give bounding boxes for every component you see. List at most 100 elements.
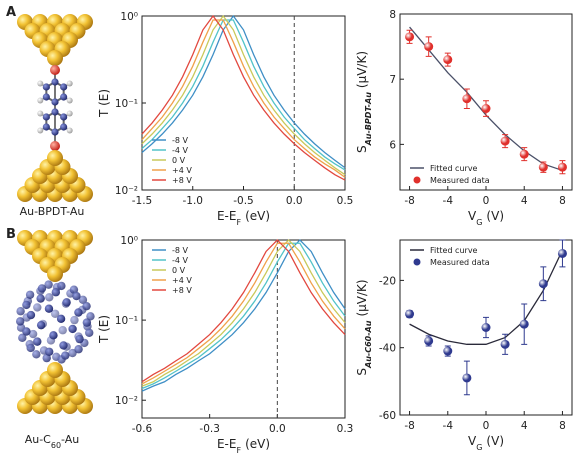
s-atom	[50, 65, 60, 75]
data-point	[462, 94, 472, 104]
data-point	[519, 319, 529, 329]
label-sub: Au-C60-Au	[364, 320, 373, 369]
c-atom	[42, 113, 50, 121]
c-atom	[60, 93, 68, 101]
y-axis-label: SAu-BPDT-Au (μV/K)	[355, 51, 373, 153]
legend-swatch	[413, 176, 421, 184]
y-tick-label: -60	[379, 410, 396, 422]
y-tick-label: -20	[379, 275, 396, 287]
x-tick-label: 4	[521, 420, 528, 432]
data-point	[557, 248, 567, 258]
gold-atom	[47, 362, 63, 378]
x-tick-label: 4	[521, 195, 528, 207]
x-tick-label: -1.0	[183, 195, 204, 207]
y-axis-label: T (E)	[97, 315, 111, 344]
c-atom	[50, 309, 60, 318]
c-atom	[51, 128, 59, 136]
c-atom	[26, 343, 35, 353]
panel-label: A	[6, 5, 16, 20]
x-tick-label: -0.5	[233, 195, 254, 207]
x-axis-label: E-EF (eV)	[217, 209, 270, 227]
c-atom	[37, 284, 47, 293]
label-sub: 60	[51, 441, 61, 450]
x-tick-label: -0.3	[199, 423, 220, 435]
c-atom	[82, 301, 91, 311]
label-unit: (V)	[486, 209, 504, 223]
legend-label: -8 V	[172, 136, 189, 145]
c-atom	[33, 337, 42, 346]
c-atom	[75, 334, 84, 344]
c-atom	[56, 314, 66, 324]
data-point	[481, 104, 491, 114]
data-point	[462, 373, 472, 383]
c-atom	[33, 303, 42, 312]
c-atom	[36, 294, 45, 303]
c-atom	[22, 300, 31, 310]
label-unit: (V)	[486, 434, 504, 448]
c-atom	[74, 308, 83, 317]
c-atom	[36, 320, 46, 330]
legend-label: +4 V	[172, 276, 192, 285]
c-atom	[82, 318, 92, 327]
c-atom	[22, 327, 31, 336]
c-atom	[44, 304, 54, 313]
label-unit: (μV/K)	[355, 279, 369, 316]
label-sub: G	[476, 218, 482, 227]
label-sub: F	[236, 446, 241, 455]
label-sub: G	[476, 443, 482, 452]
molecule-label: Au-BPDT-Au	[20, 205, 85, 218]
y-tick-label: 10⁻²	[115, 395, 138, 407]
legend-label: +8 V	[172, 286, 192, 295]
c-atom	[59, 341, 68, 350]
legend-label: Fitted curve	[430, 246, 478, 255]
c-atom	[60, 113, 68, 121]
x-axis-label: E-EF (eV)	[217, 437, 270, 455]
series-line	[141, 19, 346, 178]
data-point	[500, 136, 510, 146]
label-part: V	[468, 434, 477, 448]
c-atom	[45, 293, 54, 302]
y-axis-label: SAu-C60-Au (μV/K)	[355, 279, 373, 375]
data-point	[500, 339, 510, 349]
c-atom	[25, 290, 35, 299]
x-tick-label: 0.3	[337, 423, 354, 435]
x-axis-label: VG (V)	[468, 209, 504, 227]
data-point	[405, 32, 415, 42]
c-atom	[61, 351, 70, 360]
c-atom	[85, 328, 94, 337]
series-line	[141, 14, 346, 181]
legend-label: Measured data	[430, 258, 490, 267]
c-atom	[57, 281, 66, 291]
y-tick-label: 10⁻²	[115, 185, 138, 197]
series-line	[141, 239, 346, 387]
c-atom	[68, 348, 77, 358]
c-atom	[60, 123, 68, 131]
series-line	[141, 14, 346, 169]
x-tick-label: -4	[443, 420, 454, 432]
h-atom	[66, 97, 73, 104]
c-atom	[74, 345, 83, 354]
molecule-drawings	[15, 14, 95, 414]
data-point	[481, 323, 491, 332]
legend-label: -8 V	[172, 246, 189, 255]
data-point	[443, 55, 453, 65]
legend-label: Fitted curve	[430, 164, 478, 173]
c-atom	[42, 123, 50, 131]
panel-label: B	[6, 227, 16, 242]
data-point	[443, 346, 453, 356]
c-atom	[42, 353, 51, 363]
label-unit: (eV)	[245, 209, 270, 223]
h-atom	[37, 80, 44, 87]
c-atom	[68, 324, 77, 334]
h-atom	[66, 110, 73, 117]
c-atom	[62, 298, 71, 307]
x-tick-label: 8	[559, 195, 566, 207]
molecule-label: Au-C60-Au	[25, 433, 80, 450]
series-line	[141, 242, 346, 385]
c-atom	[86, 312, 95, 321]
label-part: E-E	[217, 209, 237, 223]
data-point	[424, 336, 434, 346]
data-point	[424, 42, 434, 52]
legend-label: +4 V	[172, 166, 192, 175]
